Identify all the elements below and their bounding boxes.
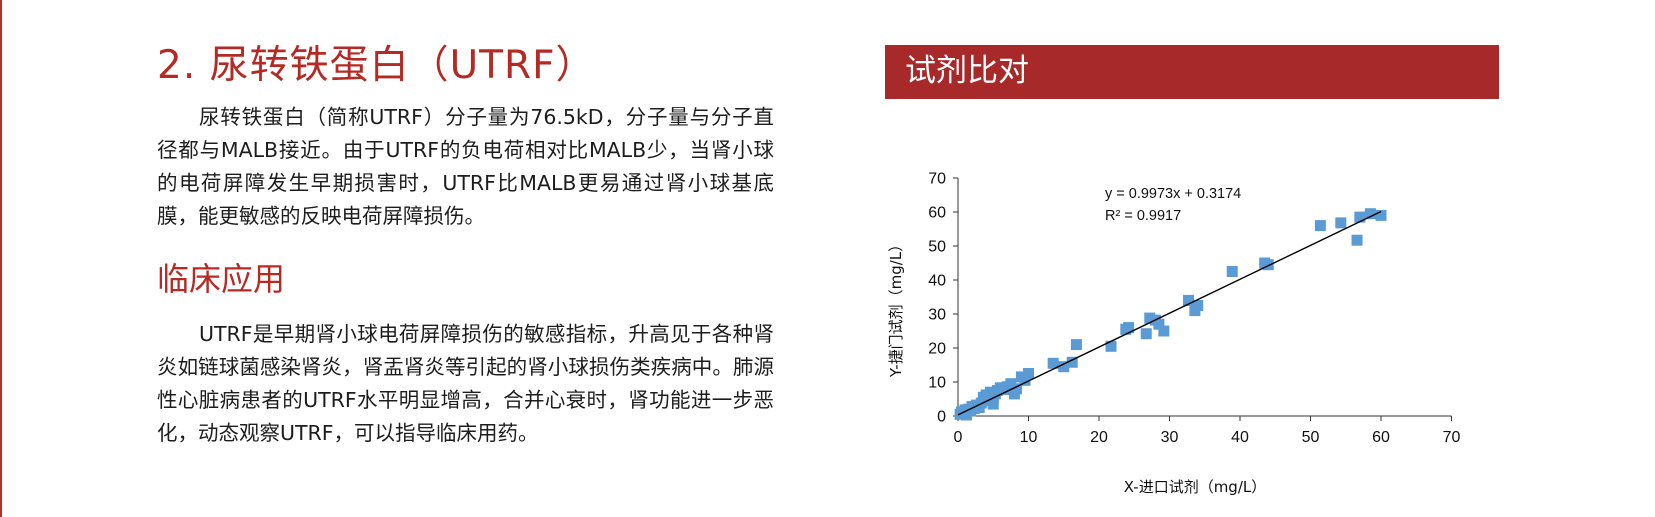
scatter-point <box>1105 340 1117 352</box>
y-tick-label: 70 <box>928 171 946 188</box>
scatter-point <box>1019 374 1031 386</box>
x-tick-label: 70 <box>1443 429 1461 446</box>
scatter-point <box>1123 322 1135 334</box>
scatter-point <box>1226 266 1238 277</box>
r-squared-label: R² = 0.9917 <box>1105 208 1181 224</box>
scatter-point <box>1066 356 1078 368</box>
x-tick-label: 60 <box>1372 429 1390 446</box>
y-tick-label: 40 <box>928 273 946 290</box>
scatter-point <box>1058 361 1070 373</box>
section-title: 2. 尿转铁蛋白（UTRF） <box>157 43 596 88</box>
clinical-paragraph: UTRF是早期肾小球电荷屏障损伤的敏感指标，升高见于各种肾炎如链球菌感染肾炎，肾… <box>157 322 774 445</box>
scatter-point <box>1354 211 1366 223</box>
clinical-subtitle: 临床应用 <box>157 260 286 298</box>
x-tick-label: 40 <box>1231 429 1249 446</box>
y-tick-label: 0 <box>937 409 946 426</box>
y-tick-label: 30 <box>928 307 946 324</box>
y-axis: 0 10 20 30 40 50 60 70 <box>928 171 959 426</box>
x-tick-label: 0 <box>954 429 963 446</box>
scatter-point <box>1375 209 1387 221</box>
scatter-point <box>1005 378 1017 390</box>
panel-banner: 试剂比对 <box>885 45 1499 99</box>
scatter-point <box>1351 234 1363 246</box>
scatter-point <box>1262 259 1274 271</box>
x-tick-label: 20 <box>1090 429 1108 446</box>
scatter-point <box>1023 368 1034 379</box>
y-tick-label: 10 <box>928 375 946 392</box>
x-tick-label: 10 <box>1020 429 1038 446</box>
y-tick-label: 20 <box>928 341 946 358</box>
y-axis-label: Y-捷门试剂（mg/L） <box>887 237 905 378</box>
scatter-point <box>1183 294 1195 306</box>
scatter-point <box>1314 220 1326 232</box>
left-edge-line <box>0 0 2 517</box>
scatter-point <box>1158 325 1170 337</box>
scatter-point <box>1070 339 1082 351</box>
y-tick-label: 60 <box>928 205 946 222</box>
regression-equation: y = 0.9973x + 0.3174 <box>1105 186 1241 202</box>
scatter-chart: 0 10 20 30 40 50 60 70 0 10 20 30 40 50 60 70 y = 0.99… <box>887 171 1461 497</box>
intro-paragraph: 尿转铁蛋白（简称UTRF）分子量为76.5kD，分子量与分子直径都与MALB接近… <box>157 105 774 228</box>
scatter-point <box>1144 312 1156 324</box>
scatter-point <box>1335 217 1347 229</box>
scatter-point <box>1153 318 1165 330</box>
scatter-point <box>1047 357 1059 369</box>
scatter-point <box>1140 328 1152 340</box>
scatter-point <box>1364 208 1376 220</box>
x-axis-label: X-进口试剂（mg/L） <box>1124 478 1267 496</box>
scatter-point <box>1011 383 1023 395</box>
x-tick-label: 50 <box>1302 429 1320 446</box>
y-tick-label: 50 <box>928 239 946 256</box>
x-axis: 0 10 20 30 40 50 60 70 <box>954 415 1461 446</box>
x-tick-label: 30 <box>1161 429 1179 446</box>
panel-title: 试剂比对 <box>905 53 1029 89</box>
trendline <box>957 210 1382 416</box>
scatter-point <box>1192 300 1204 311</box>
